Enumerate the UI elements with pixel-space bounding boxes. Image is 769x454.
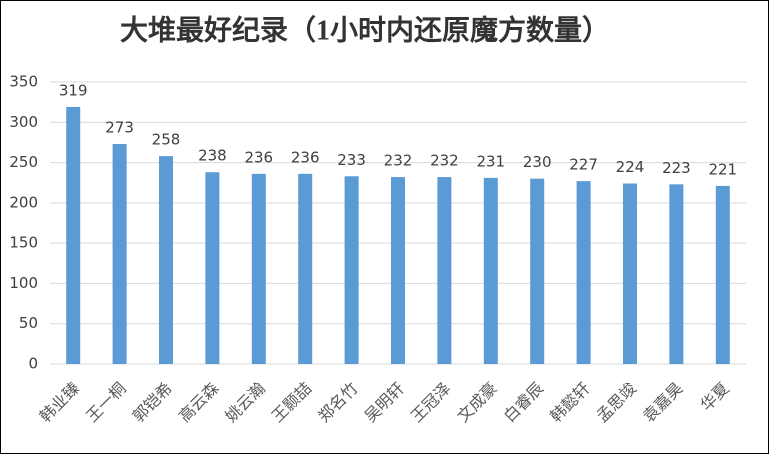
bar [298,173,313,364]
y-tick-label: 50 [19,314,38,332]
bar [66,106,81,364]
bar [530,178,545,364]
bar [251,173,266,364]
data-label: 273 [105,119,134,137]
data-label: 258 [152,131,181,149]
bar [715,185,730,364]
y-tick-label: 200 [9,193,38,211]
data-label: 223 [662,159,691,177]
bar [483,177,498,364]
bar [344,176,359,364]
y-tick-label: 100 [9,274,38,292]
bar [576,181,591,364]
data-label: 221 [708,160,737,178]
data-label: 227 [569,156,598,174]
chart-title: 大堆最好纪录（1小时内还原魔方数量） [120,13,610,46]
bar [669,184,684,364]
data-label: 319 [59,81,88,99]
data-label: 230 [523,153,552,171]
data-label: 238 [198,147,227,165]
data-label: 224 [616,158,645,176]
y-tick-label: 350 [9,73,38,91]
data-label: 233 [337,151,366,169]
data-label: 232 [430,152,459,170]
y-tick-label: 150 [9,234,38,252]
y-tick-label: 300 [9,113,38,131]
bar [623,183,637,364]
y-tick-label: 250 [9,153,38,171]
data-label: 236 [244,148,273,166]
data-label: 236 [291,148,320,166]
bar [205,172,220,364]
bar [112,144,127,364]
data-label: 232 [384,152,413,170]
bar [391,177,405,364]
y-tick-label: 0 [28,355,38,373]
bar [159,156,173,364]
bar [437,177,452,364]
data-label: 231 [476,152,505,170]
